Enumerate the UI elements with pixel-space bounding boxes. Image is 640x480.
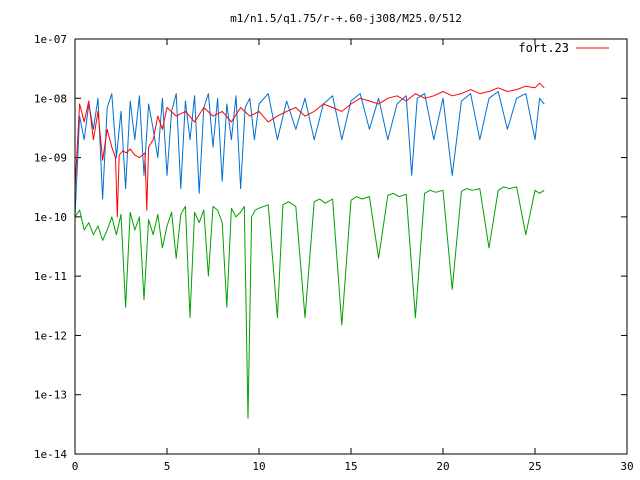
x-tick-label-2: 10 xyxy=(252,460,265,473)
y-tick-label-0: 1e-14 xyxy=(34,448,67,461)
y-tick-label-3: 1e-11 xyxy=(34,270,67,283)
x-tick-label-6: 30 xyxy=(620,460,633,473)
plot-frame xyxy=(74,38,628,455)
x-tick-label-0: 0 xyxy=(72,460,79,473)
x-axis: 0 5 10 15 20 25 30 xyxy=(72,39,634,473)
legend: fort.23 xyxy=(518,41,609,55)
x-tick-label-1: 5 xyxy=(164,460,171,473)
legend-label-fort23: fort.23 xyxy=(518,41,569,55)
x-tick-label-4: 20 xyxy=(436,460,449,473)
series-layer xyxy=(74,82,545,419)
y-tick-label-6: 1e-08 xyxy=(34,92,67,105)
y-axis: 1e-14 1e-13 1e-12 1e-11 1e-10 1e-09 1e-08 1e-07 xyxy=(34,33,627,461)
y-tick-label-1: 1e-13 xyxy=(34,389,67,402)
series-line-1 xyxy=(74,91,545,217)
y-tick-label-5: 1e-09 xyxy=(34,152,67,165)
y-tick-label-4: 1e-10 xyxy=(34,211,67,224)
series-line-0 xyxy=(74,82,545,218)
y-tick-label-7: 1e-07 xyxy=(34,33,67,46)
x-tick-label-3: 15 xyxy=(344,460,357,473)
chart-title: m1/n1.5/q1.75/r-+.60-j308/M25.0/512 xyxy=(230,12,462,25)
series-line-2 xyxy=(74,186,545,419)
x-tick-label-5: 25 xyxy=(528,460,541,473)
y-tick-label-2: 1e-12 xyxy=(34,329,67,342)
